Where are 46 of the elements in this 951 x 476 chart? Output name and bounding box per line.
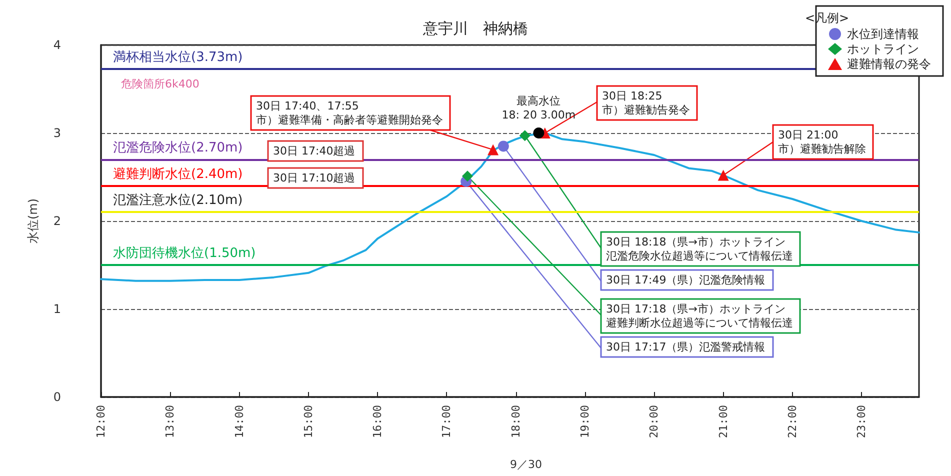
annotation: 30日 18:18（県→市）ホットライン氾濫危険水位超過等について情報伝達 [606,236,793,262]
x-tick-label: 19:00 [578,405,592,438]
annotation: 30日 17:18（県→市）ホットライン避難判断水位超過等について情報伝達 [606,302,793,330]
x-tick-label: 15:00 [302,405,315,438]
annotation: 30日 17:40、17:55 市）避難準備・高齢者等避難開始発令 [256,100,443,126]
x-axis-title: 9／30 [510,458,542,471]
x-tick-label: 20:00 [648,405,661,438]
annotation: 30日 17:49（県）氾濫危険情報 [606,274,766,286]
y-tick-label: 2 [53,214,61,228]
point [718,170,729,181]
annotation: 30日 17:40超過 [273,144,356,158]
y-tick-label: 1 [53,302,61,316]
legend-title: <凡例> [805,11,850,25]
chart-title: 意宇川 神納橋 [422,20,528,38]
ref-line-label: 氾濫危険水位(2.70m) [113,140,243,156]
annotation: 30日 17:17（県）氾濫警戒情報 [606,340,766,354]
point [533,128,544,138]
point [462,170,473,182]
y-tick-label: 3 [53,126,61,140]
ref-line-label: 氾濫注意水位(2.10m) [113,193,243,208]
annotation: 30日 21:00 市）避難勧告解除 [778,128,866,156]
x-tick-label: 12:00 [94,405,108,438]
y-axis-title: 水位(m) [26,198,40,244]
annotation: 30日 18:25 市）避難勧告発令 [602,90,690,116]
x-tick-label: 18:00 [509,405,522,438]
legend-label: ホットライン [847,42,919,56]
annotation: 30日 17:10超過 [273,172,356,184]
x-tick-label: 13:00 [164,405,177,438]
point [498,140,509,152]
ref-line-label: 水防団待機水位(1.50m) [113,246,256,261]
x-tick-label: 14:00 [232,405,246,438]
point [519,130,530,142]
point [488,144,499,156]
ref-line-label: 満杯相当水位(3.73m) [113,50,243,65]
x-tick-label: 16:00 [371,405,384,438]
legend-label: 水位到達情報 [847,27,919,41]
y-tick-label: 0 [53,390,61,404]
x-tick-label: 17:00 [440,405,454,438]
x-tick-label: 22:00 [786,405,799,438]
x-tick-label: 21:00 [716,405,730,438]
annotation: 最高水位 18: 20 3.00m [502,94,576,122]
y-tick-label: 4 [53,38,61,52]
ref-line-label: 避難判断水位(2.40m) [113,166,243,182]
legend-label: 避難情報の発令 [847,57,931,71]
annotation: 危険箇所6k400 [121,78,200,90]
x-tick-label: 23:00 [855,405,868,438]
